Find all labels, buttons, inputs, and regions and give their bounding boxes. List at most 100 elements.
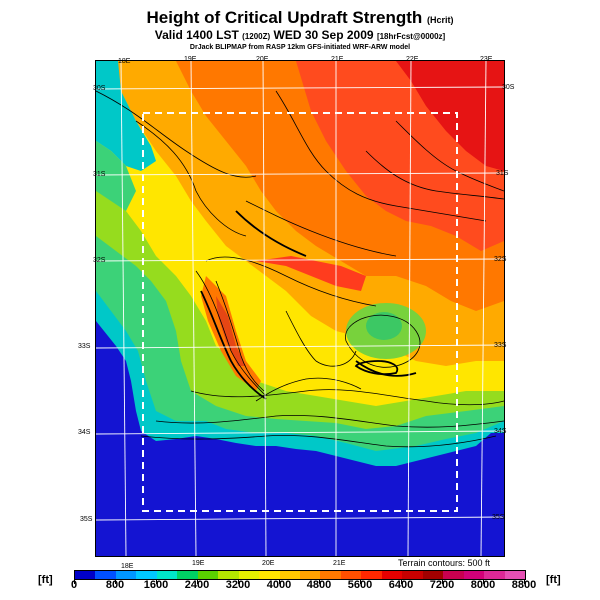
- lat-label-left: 34S: [78, 429, 91, 436]
- colorbar-label: 6400: [388, 579, 414, 591]
- contour-loop-bold: [354, 360, 399, 376]
- contour-line: [215, 280, 265, 392]
- colorbar-swatch: [299, 571, 321, 579]
- model-credit: DrJack BLIPMAP from RASP 12km GFS-initia…: [189, 44, 411, 51]
- contour-line: [365, 150, 504, 200]
- colorbar-label: 5600: [347, 579, 373, 591]
- colorbar-label: 4800: [306, 579, 332, 591]
- meridian-line: [262, 61, 267, 556]
- meridian-line: [480, 61, 487, 556]
- land-green-core: [366, 312, 402, 340]
- colorbar-swatch: [238, 571, 260, 579]
- colorbar-label: 4000: [266, 579, 292, 591]
- colorbar-tick: [483, 580, 484, 584]
- contour-line: [275, 90, 487, 222]
- colorbar-swatch: [340, 571, 362, 579]
- lon-label-top: 22E: [406, 56, 419, 63]
- lat-label-right: 31S: [496, 170, 509, 177]
- colorbar-tick: [197, 580, 198, 584]
- colorbar-swatch: [443, 571, 464, 579]
- lon-label-bottom: 21E: [333, 560, 346, 567]
- colorbar-swatch: [422, 571, 444, 579]
- contour-line: [255, 377, 362, 402]
- colorbar-swatch: [381, 571, 403, 579]
- contour-line: [285, 310, 357, 367]
- lat-label-right: 35S: [492, 514, 505, 521]
- colorbar-tick: [442, 580, 443, 584]
- colorbar: [74, 570, 526, 580]
- colorbar-swatch: [95, 571, 116, 579]
- map-subtitle: Valid 1400 LST (1200Z) WED 30 Sep 2009 […: [0, 28, 600, 44]
- contour-line: [205, 256, 377, 307]
- colorbar-label: 7200: [429, 579, 455, 591]
- colorbar-label: 8000: [470, 579, 496, 591]
- colorbar-swatch: [115, 571, 137, 579]
- land-north-high: [396, 61, 504, 171]
- colorbar-tick: [319, 580, 320, 584]
- parallel-line: [96, 86, 504, 90]
- colorbar-swatch: [177, 571, 198, 579]
- colorbar-label: 2400: [184, 579, 210, 591]
- parallel-line: [96, 258, 504, 262]
- lon-label-bottom: 19E: [192, 560, 205, 567]
- colorbar-tick: [524, 580, 525, 584]
- contour-line: [140, 434, 497, 448]
- lat-label-right: 30S: [502, 84, 515, 91]
- subtitle-fcst: [18hrFcst@0000z]: [376, 32, 446, 41]
- colorbar-swatch: [156, 571, 178, 579]
- model-domain-boundary: [142, 112, 458, 512]
- colorbar-tick: [279, 580, 280, 584]
- terrain-contours-bold: [200, 210, 417, 400]
- lat-label-right: 32S: [494, 256, 507, 263]
- lon-label-bottom: 20E: [262, 560, 275, 567]
- colorbar-swatch: [136, 571, 157, 579]
- colorbar-swatch: [484, 571, 505, 579]
- title-tag: (Hcrit): [427, 15, 454, 25]
- colorbar-tick: [115, 580, 116, 584]
- lon-label-top: 21E: [331, 56, 344, 63]
- lon-label-top: 23E: [480, 56, 493, 63]
- meridian-line: [120, 61, 127, 556]
- lon-label-top: 18E: [118, 58, 131, 65]
- map-panel: [95, 60, 505, 557]
- colorbar-swatch: [218, 571, 239, 579]
- lon-label-top: 20E: [256, 56, 269, 63]
- subtitle-time: (1200Z): [242, 32, 271, 41]
- lat-label-right: 33S: [494, 342, 507, 349]
- colorbar-label: 1600: [143, 579, 169, 591]
- colorbar-swatch: [279, 571, 300, 579]
- lat-label-right: 34S: [494, 428, 507, 435]
- lat-label-left: 32S: [93, 257, 106, 264]
- colorbar-tick: [74, 580, 75, 584]
- colorbar-tick: [360, 580, 361, 584]
- contour-line: [395, 120, 504, 192]
- colorbar-label: 3200: [225, 579, 251, 591]
- colorbar-swatch: [361, 571, 382, 579]
- contour-line: [190, 389, 504, 406]
- colorbar-swatch: [402, 571, 423, 579]
- colorbar-unit-right: [ft]: [546, 574, 561, 586]
- parallel-line: [96, 516, 504, 521]
- parallel-line: [96, 344, 504, 349]
- parallel-line: [96, 172, 504, 176]
- colorbar-swatch: [259, 571, 280, 579]
- colorbar-tick: [156, 580, 157, 584]
- map-canvas: [96, 61, 504, 556]
- lon-label-top: 19E: [184, 56, 197, 63]
- colorbar-swatch: [75, 571, 96, 579]
- land-red-band: [256, 256, 366, 291]
- contour-loop: [345, 314, 421, 368]
- graticule: [96, 61, 504, 556]
- contour-line-bold: [200, 290, 267, 400]
- contour-line-bold: [235, 210, 307, 257]
- lat-label-left: 35S: [80, 516, 93, 523]
- lon-label-bottom: 18E: [121, 563, 134, 570]
- parallel-line: [96, 430, 504, 435]
- lat-label-left: 30S: [93, 85, 106, 92]
- contour-line: [135, 120, 247, 237]
- terrain-contour-note: Terrain contours: 500 ft: [398, 558, 491, 568]
- colorbar-swatch: [197, 571, 219, 579]
- colorbar-swatch: [463, 571, 485, 579]
- contour-line: [195, 270, 267, 397]
- map-title: Height of Critical Updraft Strength (Hcr…: [0, 8, 600, 30]
